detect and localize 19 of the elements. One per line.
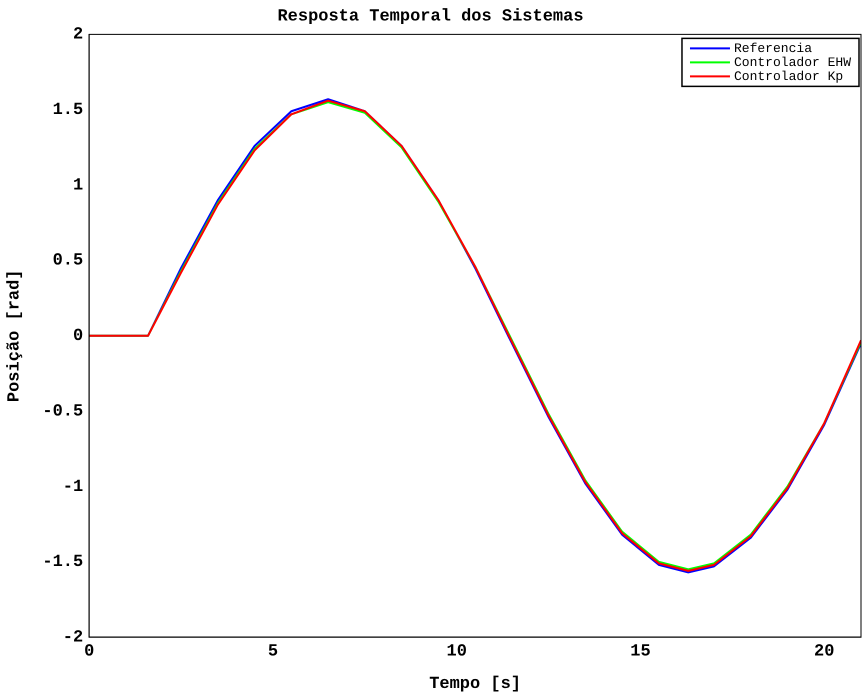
x-tick-label: 5	[268, 642, 278, 662]
y-tick-label: 0	[73, 327, 84, 346]
y-tick-label: 1.5	[52, 101, 84, 120]
y-tick-label: -1.5	[42, 553, 84, 572]
x-tick-label: 20	[814, 642, 834, 662]
y-tick-label: -0.5	[42, 402, 84, 422]
chart-title: Resposta Temporal dos Sistemas	[277, 7, 584, 26]
y-tick-label: -2	[62, 628, 84, 648]
x-tick-label: 15	[630, 642, 651, 662]
legend-label: Controlador Kp	[734, 68, 844, 84]
y-axis-title: Posição [rad]	[5, 269, 24, 402]
y-tick-label: 2	[73, 26, 84, 45]
x-tick-label: 10	[446, 642, 467, 662]
y-tick-label: 1	[73, 176, 84, 196]
y-tick-label: 0.5	[52, 252, 84, 271]
y-tick-label: -1	[62, 478, 84, 497]
legend-label: Controlador EHW	[734, 54, 852, 70]
x-axis-title: Tempo [s]	[429, 675, 522, 694]
legend-label: Referencia	[734, 40, 812, 56]
